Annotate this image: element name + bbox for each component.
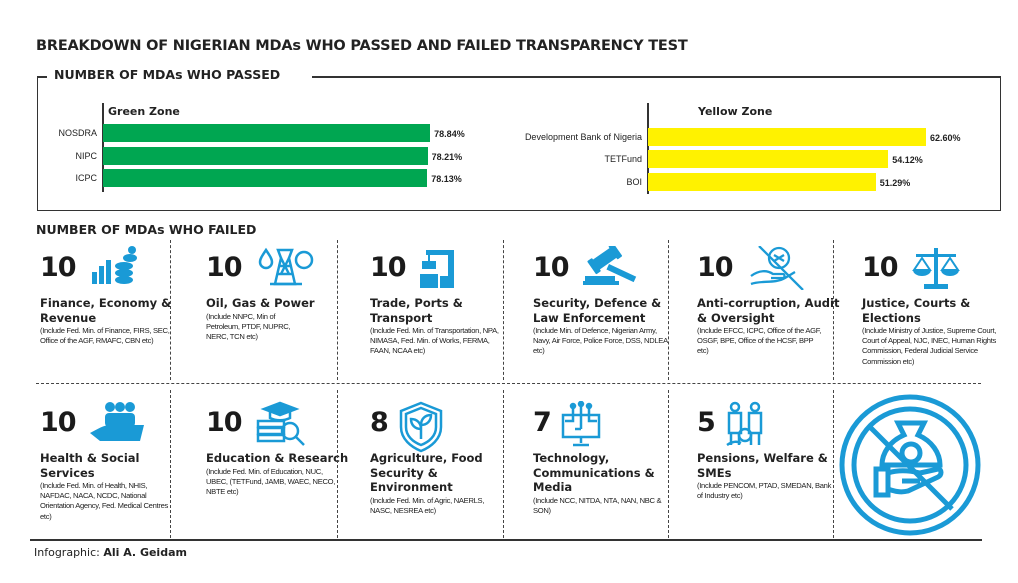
category-title: Technology, Communications & Media <box>533 451 655 494</box>
bar-value-label: 62.60% <box>929 133 961 143</box>
divider <box>37 76 47 78</box>
column-divider <box>668 240 669 380</box>
category-title: Education & Research <box>206 451 349 465</box>
failed-count: 10 <box>533 252 570 283</box>
category-title: Finance, Economy & Revenue <box>40 296 172 325</box>
category-members: (Include Fed. Min. of Agric, NAERLS, NAS… <box>370 495 485 515</box>
failed-count: 10 <box>206 407 243 438</box>
category-title: Trade, Ports & Transport <box>370 296 463 325</box>
no-money-in-hand-icon <box>838 393 982 541</box>
bar-value-label: 51.29% <box>879 178 911 188</box>
category-members: (Include NCC, NITDA, NTA, NAN, NBC & SON… <box>533 495 662 515</box>
bar <box>103 124 431 142</box>
category-members: (Include Fed. Min. of Health, NHIS, NAFD… <box>40 481 168 521</box>
column-divider <box>833 240 834 380</box>
failed-count: 10 <box>862 252 899 283</box>
column-divider <box>337 390 338 538</box>
category-title: Agriculture, Food Security & Environment <box>370 451 483 494</box>
failed-count: 10 <box>40 252 77 283</box>
bar-value-label: 54.12% <box>892 155 923 165</box>
bar-value-label: 78.21% <box>431 152 463 162</box>
education-research-icon <box>256 401 306 451</box>
bar <box>648 173 876 191</box>
gavel-icon <box>583 243 641 290</box>
failed-count: 10 <box>206 252 243 283</box>
bottom-rule <box>30 539 982 541</box>
infographic-title: BREAKDOWN OF NIGERIAN MDAs WHO PASSED AN… <box>36 38 688 54</box>
passed-heading: NUMBER OF MDAs WHO PASSED <box>48 67 287 82</box>
bar-value-label: 78.84% <box>434 129 465 139</box>
row-divider <box>36 383 981 384</box>
bar-category-label: NOSDRA <box>58 128 97 138</box>
category-members: (Include Min. of Defence, Nigerian Army,… <box>533 326 668 356</box>
category-members: (Include NNPC, Min of Petroleum, PTDF, N… <box>206 311 291 341</box>
credit: Infographic: Ali A. Geidam <box>34 546 187 559</box>
column-divider <box>170 390 171 538</box>
bar-category-label: ICPC <box>75 173 97 183</box>
yellow-zone-axis <box>647 103 649 194</box>
green-zone-axis <box>102 103 104 192</box>
category-members: (Include Fed. Min. of Transportation, NP… <box>370 326 499 356</box>
category-title: Justice, Courts & Elections <box>862 296 971 325</box>
category-title: Security, Defence & Law Enforcement <box>533 296 662 325</box>
no-bribe-icon <box>747 245 807 294</box>
failed-count: 10 <box>370 252 407 283</box>
pensions-welfare-icon <box>723 401 769 451</box>
divider <box>312 76 1001 78</box>
category-members: (Include Fed. Min. of Finance, FIRS, SEC… <box>40 326 170 346</box>
port-crane-icon <box>420 246 460 294</box>
failed-count: 10 <box>40 407 77 438</box>
bar-category-label: NIPC <box>75 151 97 161</box>
bar <box>648 150 889 168</box>
failed-count: 10 <box>697 252 734 283</box>
credit-label: Infographic: <box>34 546 100 559</box>
category-title: Anti-corruption, Audit & Oversight <box>697 296 840 325</box>
category-members: (Include EFCC, ICPC, Office of the AGF, … <box>697 326 822 356</box>
failed-count: 7 <box>533 407 552 438</box>
bar <box>103 147 428 165</box>
people-care-icon <box>90 401 148 449</box>
column-divider <box>833 390 834 538</box>
category-title: Health & Social Services <box>40 451 140 480</box>
bar-category-label: TETFund <box>604 154 642 164</box>
credit-author: Ali A. Geidam <box>103 546 187 559</box>
technology-monitor-icon <box>559 400 603 451</box>
oil-gas-power-icon <box>256 246 316 292</box>
category-members: (Include Fed. Min. of Education, NUC, UB… <box>206 466 336 496</box>
category-title: Oil, Gas & Power <box>206 296 315 310</box>
category-title: Pensions, Welfare & SMEs <box>697 451 828 480</box>
bar-category-label: Development Bank of Nigeria <box>524 132 642 142</box>
column-divider <box>503 240 504 380</box>
failed-heading: NUMBER OF MDAs WHO FAILED <box>36 222 257 237</box>
bar <box>103 169 428 187</box>
bar-value-label: 78.13% <box>431 174 462 184</box>
column-divider <box>668 390 669 538</box>
bar-category-label: BOI <box>626 177 642 187</box>
column-divider <box>170 240 171 380</box>
passed-section-box <box>37 76 1001 211</box>
yellow-zone-title: Yellow Zone <box>698 105 773 118</box>
finance-chart-coins-icon <box>90 246 146 290</box>
category-members: (Include Ministry of Justice, Supreme Co… <box>862 326 997 366</box>
scales-of-justice-icon <box>912 246 960 294</box>
category-members: (Include PENCOM, PTAD, SMEDAN, Bank of I… <box>697 481 832 501</box>
bar <box>648 128 926 146</box>
green-zone-title: Green Zone <box>108 105 180 118</box>
column-divider <box>503 390 504 538</box>
failed-count: 5 <box>697 407 716 438</box>
failed-count: 8 <box>370 407 389 438</box>
agriculture-shield-icon <box>396 401 446 457</box>
column-divider <box>337 240 338 380</box>
